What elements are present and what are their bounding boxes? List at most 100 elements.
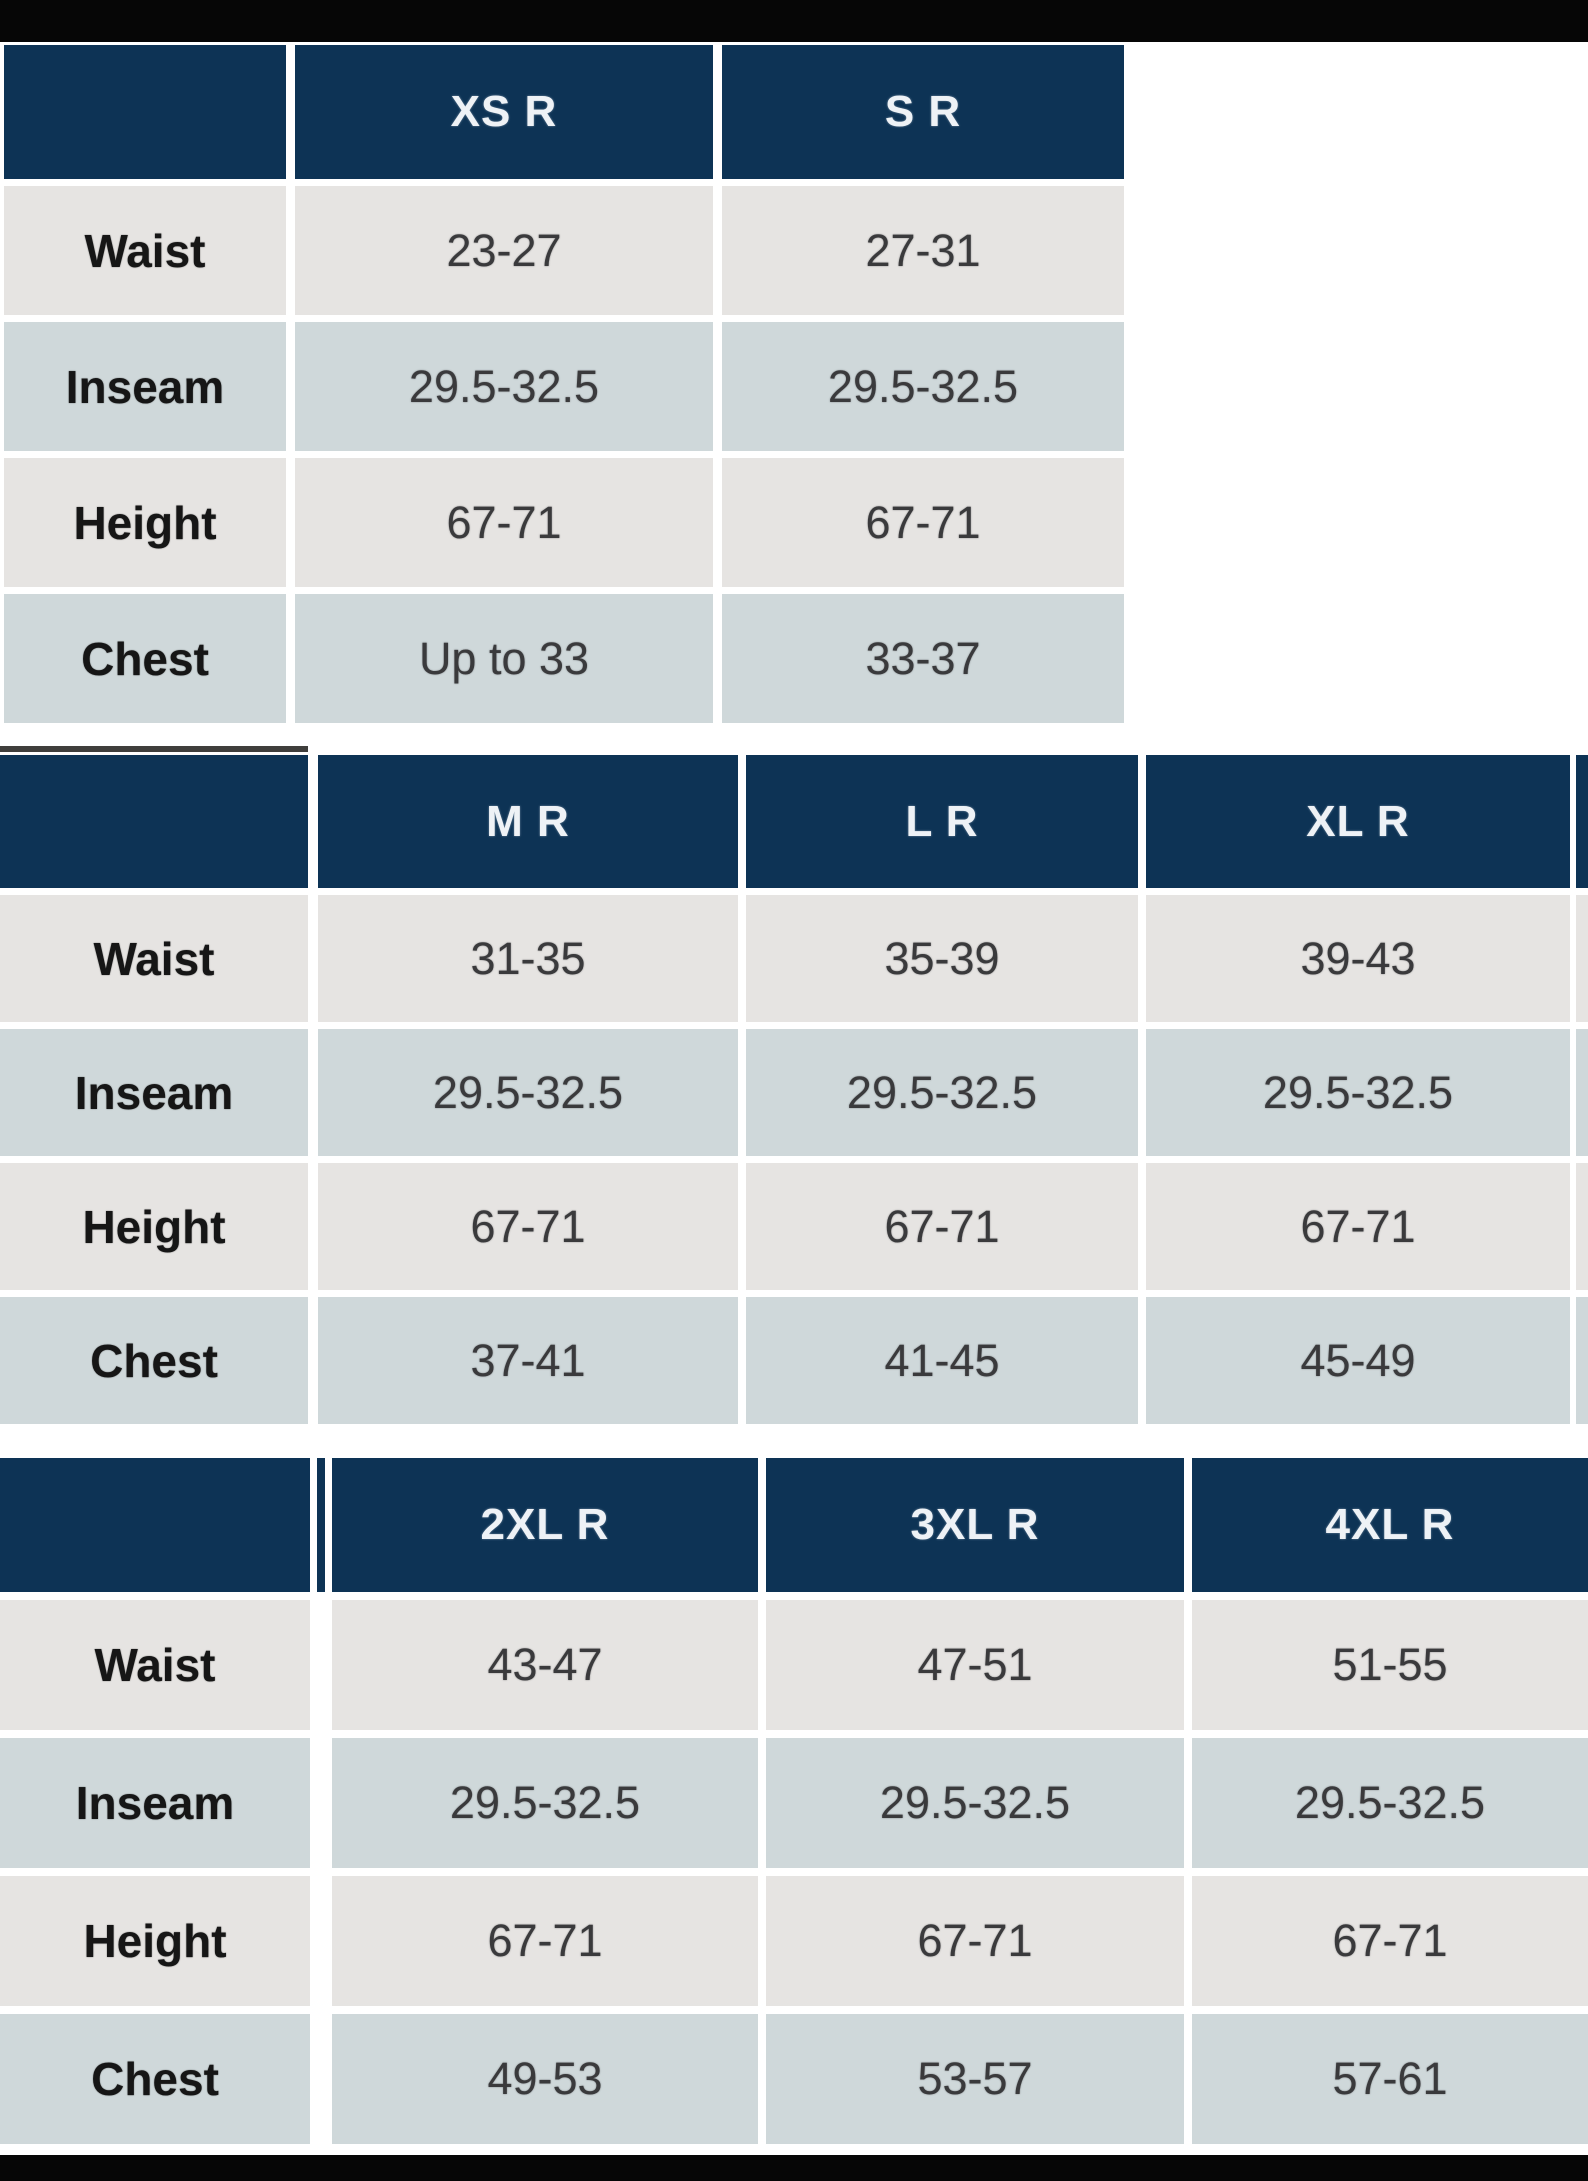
column-gap <box>1184 2014 1192 2144</box>
column-gap <box>308 1163 318 1290</box>
value-cell: 29.5-32.5 <box>746 1029 1138 1156</box>
table-row-chest: Chest 49-53 53-57 57-61 <box>0 2014 1588 2144</box>
row-label-cell: Waist <box>0 1600 310 1730</box>
table-row-height: Height 67-71 67-71 67-71 <box>0 1876 1588 2006</box>
column-gap <box>308 1029 318 1156</box>
column-gap <box>713 594 722 723</box>
column-gap <box>1138 895 1146 1022</box>
row-label-cell: Inseam <box>4 322 286 451</box>
value-cell: 67-71 <box>766 1876 1184 2006</box>
column-gap <box>738 1163 746 1290</box>
row-label-cell: Chest <box>0 2014 310 2144</box>
column-gap <box>738 755 746 888</box>
value-cell: 67-71 <box>1146 1163 1570 1290</box>
column-gap <box>738 1029 746 1156</box>
value-cell: Up to 33 <box>295 594 713 723</box>
column-gap <box>1138 1297 1146 1424</box>
value-cell: 27-31 <box>722 186 1124 315</box>
column-gap <box>308 755 318 888</box>
value-cell: 67-71 <box>1192 1876 1588 2006</box>
column-gap <box>758 1458 766 1592</box>
size-table-xs-s: XS R S R Waist 23-27 27-31 Inseam 29.5-3… <box>4 45 1124 730</box>
column-gap <box>1184 1600 1192 1730</box>
column-gap <box>308 1297 318 1424</box>
cutoff-column-cell <box>1576 755 1588 888</box>
corner-header-cell <box>4 45 286 179</box>
value-cell: 37-41 <box>318 1297 738 1424</box>
value-cell: 67-71 <box>295 458 713 587</box>
column-gap <box>310 1876 332 2006</box>
column-gap <box>286 458 295 587</box>
column-gap <box>286 45 295 179</box>
cutoff-column-cell <box>1576 1163 1588 1290</box>
table-row-waist: Waist 43-47 47-51 51-55 <box>0 1600 1588 1730</box>
column-gap <box>310 2014 332 2144</box>
corner-header-cell <box>0 746 308 888</box>
column-gap <box>1184 1876 1192 2006</box>
row-label-cell: Height <box>4 458 286 587</box>
row-label-cell: Height <box>0 1163 308 1290</box>
value-cell: 45-49 <box>1146 1297 1570 1424</box>
column-gap <box>738 1297 746 1424</box>
column-gap <box>308 895 318 1022</box>
column-gap <box>310 1738 332 1868</box>
column-gap <box>1138 755 1146 888</box>
column-gap <box>1184 1458 1192 1592</box>
value-cell: 31-35 <box>318 895 738 1022</box>
top-letterbox-bar <box>0 0 1588 42</box>
column-gap <box>286 322 295 451</box>
size-table-m-l-xl: M R L R XL R Waist 31-35 35-39 39-43 Ins… <box>0 746 1588 1431</box>
size-table-2xl-3xl-4xl: 2XL R 3XL R 4XL R Waist 43-47 47-51 51-5… <box>0 1458 1588 2152</box>
column-gap <box>1184 1738 1192 1868</box>
row-label-cell: Waist <box>0 895 308 1022</box>
table-row-inseam: Inseam 29.5-32.5 29.5-32.5 29.5-32.5 <box>0 1738 1588 1868</box>
value-cell: 67-71 <box>318 1163 738 1290</box>
value-cell: 39-43 <box>1146 895 1570 1022</box>
table-row-inseam: Inseam 29.5-32.5 29.5-32.5 29.5-32.5 <box>0 1029 1588 1156</box>
row-label-cell: Chest <box>4 594 286 723</box>
table-row-height: Height 67-71 67-71 67-71 <box>0 1163 1588 1290</box>
size-header-cell: 4XL R <box>1192 1458 1588 1592</box>
value-cell: 29.5-32.5 <box>332 1738 758 1868</box>
table-row-chest: Chest 37-41 41-45 45-49 <box>0 1297 1588 1424</box>
column-gap <box>286 186 295 315</box>
table-row-waist: Waist 31-35 35-39 39-43 <box>0 895 1588 1022</box>
value-cell: 29.5-32.5 <box>1146 1029 1570 1156</box>
column-gap <box>713 458 722 587</box>
column-gap <box>1138 1029 1146 1156</box>
value-cell: 53-57 <box>766 2014 1184 2144</box>
size-header-cell: XS R <box>295 45 713 179</box>
column-gap <box>758 1738 766 1868</box>
value-cell: 33-37 <box>722 594 1124 723</box>
corner-header-cell <box>0 1458 310 1592</box>
column-gap <box>310 1600 332 1730</box>
value-cell: 57-61 <box>1192 2014 1588 2144</box>
size-header-cell: XL R <box>1146 755 1570 888</box>
cutoff-column-cell <box>1576 895 1588 1022</box>
header-row: XS R S R <box>4 45 1124 179</box>
size-header-cell: L R <box>746 755 1138 888</box>
size-header-cell: M R <box>318 755 738 888</box>
value-cell: 29.5-32.5 <box>295 322 713 451</box>
row-label-cell: Height <box>0 1876 310 2006</box>
column-gap <box>286 594 295 723</box>
value-cell: 67-71 <box>722 458 1124 587</box>
bottom-letterbox-bar <box>0 2155 1588 2181</box>
row-label-cell: Inseam <box>0 1029 308 1156</box>
value-cell: 67-71 <box>332 1876 758 2006</box>
header-divider <box>310 1458 332 1592</box>
row-label-cell: Waist <box>4 186 286 315</box>
row-label-cell: Chest <box>0 1297 308 1424</box>
value-cell: 43-47 <box>332 1600 758 1730</box>
column-gap <box>738 895 746 1022</box>
value-cell: 41-45 <box>746 1297 1138 1424</box>
table-row-chest: Chest Up to 33 33-37 <box>4 594 1124 723</box>
column-gap <box>713 186 722 315</box>
table-row-inseam: Inseam 29.5-32.5 29.5-32.5 <box>4 322 1124 451</box>
header-divider-bar <box>317 1458 325 1592</box>
value-cell: 35-39 <box>746 895 1138 1022</box>
value-cell: 67-71 <box>746 1163 1138 1290</box>
table-row-height: Height 67-71 67-71 <box>4 458 1124 587</box>
header-row: M R L R XL R <box>0 746 1588 888</box>
value-cell: 29.5-32.5 <box>722 322 1124 451</box>
